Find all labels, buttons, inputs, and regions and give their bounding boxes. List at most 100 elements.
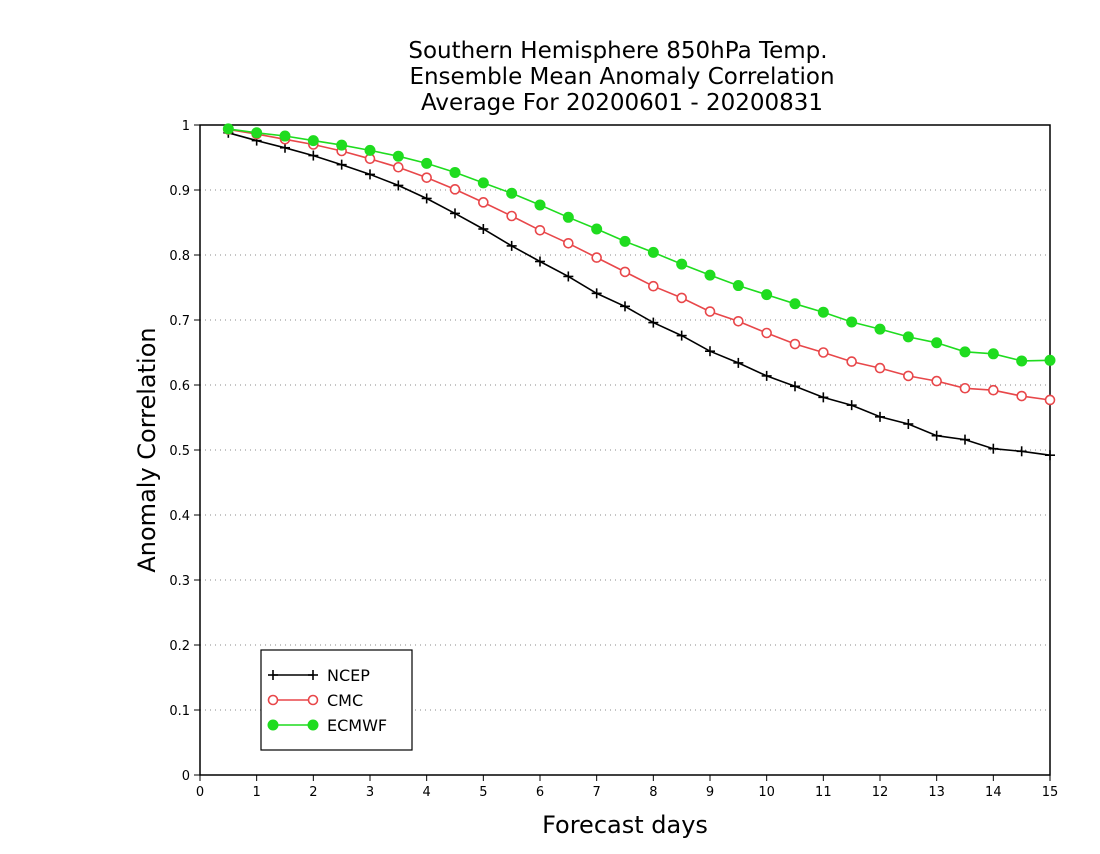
data-point-cmc [761,327,772,339]
data-point-ecmwf [987,348,999,360]
x-tick-label: 9 [706,785,714,800]
data-point-ncep [705,346,715,357]
data-point-ecmwf [676,258,688,270]
legend-item-ncep: NCEP [268,666,370,685]
data-point-cmc [789,338,801,350]
series-line-ecmwf [228,128,1051,362]
data-point-ecmwf [364,144,376,156]
data-point-ecmwf [1044,354,1056,366]
data-point-ecmwf [874,323,886,335]
x-tick-label: 3 [366,785,374,800]
y-tick-label: 0 [182,769,190,784]
series-line-cmc [228,128,1051,401]
data-point-ecmwf [336,139,348,151]
data-point-ncep [761,370,772,381]
x-tick-label: 4 [423,785,431,800]
legend-label-ecmwf: ECMWF [327,716,387,735]
legend-item-cmc: CMC [267,691,363,710]
data-point-ncep [818,392,829,403]
data-point-ncep [393,180,404,191]
x-tick-label: 11 [815,785,832,800]
data-point-ncep [1016,446,1027,457]
x-tick-label: 14 [985,785,1002,800]
data-point-ncep [506,240,517,251]
series-ecmwf [222,123,1056,367]
data-point-ecmwf [732,280,744,292]
data-point-ncep [563,271,574,282]
data-point-cmc [931,375,942,387]
data-point-ecmwf [931,337,943,349]
data-point-ecmwf [279,130,291,142]
legend-label-ncep: NCEP [327,666,370,685]
data-point-ecmwf [761,289,773,301]
data-point-ecmwf [902,331,914,343]
y-tick-label: 1 [182,119,190,134]
data-point-ncep [875,411,885,422]
y-axis-ticks: 0 0.1 0.2 0.3 0.4 0.5 0.6 0.7 0.8 0.9 1 [169,119,200,784]
data-point-ecmwf [222,123,234,135]
data-point-ncep [365,169,375,180]
data-series [222,123,1056,461]
data-point-ncep [676,330,687,341]
title-line-1: Southern Hemisphere 850hPa Temp. [408,38,827,64]
legend-item-ecmwf: ECMWF [267,716,387,735]
y-tick-label: 0.8 [169,249,190,264]
x-tick-label: 2 [309,785,317,800]
data-point-cmc [648,280,659,292]
data-point-ecmwf [562,211,574,223]
title-line-3: Average For 20200601 - 20200831 [421,90,823,116]
data-point-ecmwf [421,157,433,169]
data-point-cmc [733,315,744,327]
data-point-ecmwf [619,235,631,247]
data-point-ncep [591,288,602,299]
data-point-ncep [648,317,659,328]
data-point-cmc [619,266,631,278]
data-point-ncep [421,193,432,204]
x-tick-label: 12 [872,785,889,800]
data-point-cmc [421,172,432,183]
y-tick-label: 0.1 [169,704,190,719]
x-tick-label: 7 [593,785,601,800]
y-tick-label: 0.4 [169,509,190,524]
data-point-cmc [506,210,517,222]
data-point-cmc [704,306,716,317]
y-axis-title: Anomaly Correlation [133,327,161,572]
data-point-cmc [563,238,574,249]
data-point-ecmwf [506,187,518,199]
legend-marker-ecmwf [267,719,279,731]
x-tick-label: 0 [196,785,204,800]
data-point-ncep [903,419,914,429]
series-cmc [223,124,1056,406]
title-line-2: Ensemble Mean Anomaly Correlation [409,64,834,90]
legend-label-cmc: CMC [327,691,363,710]
data-point-ncep [308,150,319,161]
data-point-ncep [1045,450,1055,461]
data-point-ncep [478,224,489,234]
data-point-ecmwf [251,127,263,139]
y-tick-label: 0.7 [169,314,190,329]
x-tick-label: 1 [253,785,261,800]
data-point-cmc [903,370,914,382]
data-point-cmc [449,184,461,195]
x-tick-label: 10 [758,785,775,800]
data-point-ecmwf [449,166,461,178]
legend-marker-cmc [307,694,319,706]
data-point-ecmwf [1016,355,1028,367]
y-tick-label: 0.9 [169,184,190,199]
data-point-cmc [534,225,546,236]
data-point-ncep [535,256,545,267]
data-point-cmc [591,252,602,263]
data-point-ecmwf [392,150,404,162]
data-point-ecmwf [591,223,603,235]
data-point-ncep [960,434,970,445]
y-tick-label: 0.2 [169,639,190,654]
data-point-ncep [931,430,942,441]
data-point-cmc [959,382,971,394]
data-point-ncep [450,208,460,219]
data-point-ecmwf [534,199,546,211]
legend-marker-cmc [267,694,279,706]
data-point-cmc [1016,390,1027,402]
data-point-ecmwf [647,246,659,258]
data-point-cmc [874,362,886,374]
data-point-cmc [478,197,489,208]
